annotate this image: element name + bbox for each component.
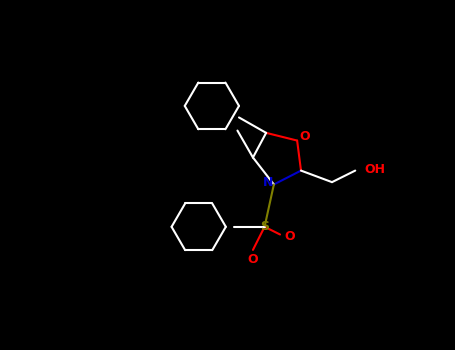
- Text: S: S: [260, 220, 269, 233]
- Text: N: N: [263, 176, 273, 189]
- Text: O: O: [284, 230, 295, 243]
- Text: O: O: [248, 253, 258, 266]
- Text: O: O: [299, 130, 310, 143]
- Text: OH: OH: [364, 162, 385, 176]
